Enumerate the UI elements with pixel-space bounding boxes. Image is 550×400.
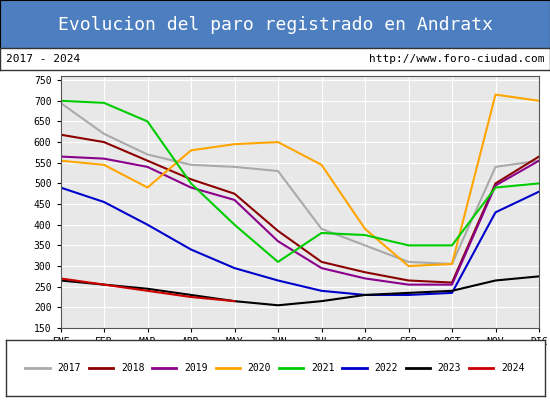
- Legend: 2017, 2018, 2019, 2020, 2021, 2022, 2023, 2024: 2017, 2018, 2019, 2020, 2021, 2022, 2023…: [21, 359, 529, 377]
- Text: http://www.foro-ciudad.com: http://www.foro-ciudad.com: [369, 54, 544, 64]
- Text: Evolucion del paro registrado en Andratx: Evolucion del paro registrado en Andratx: [58, 16, 492, 34]
- Text: 2017 - 2024: 2017 - 2024: [6, 54, 80, 64]
